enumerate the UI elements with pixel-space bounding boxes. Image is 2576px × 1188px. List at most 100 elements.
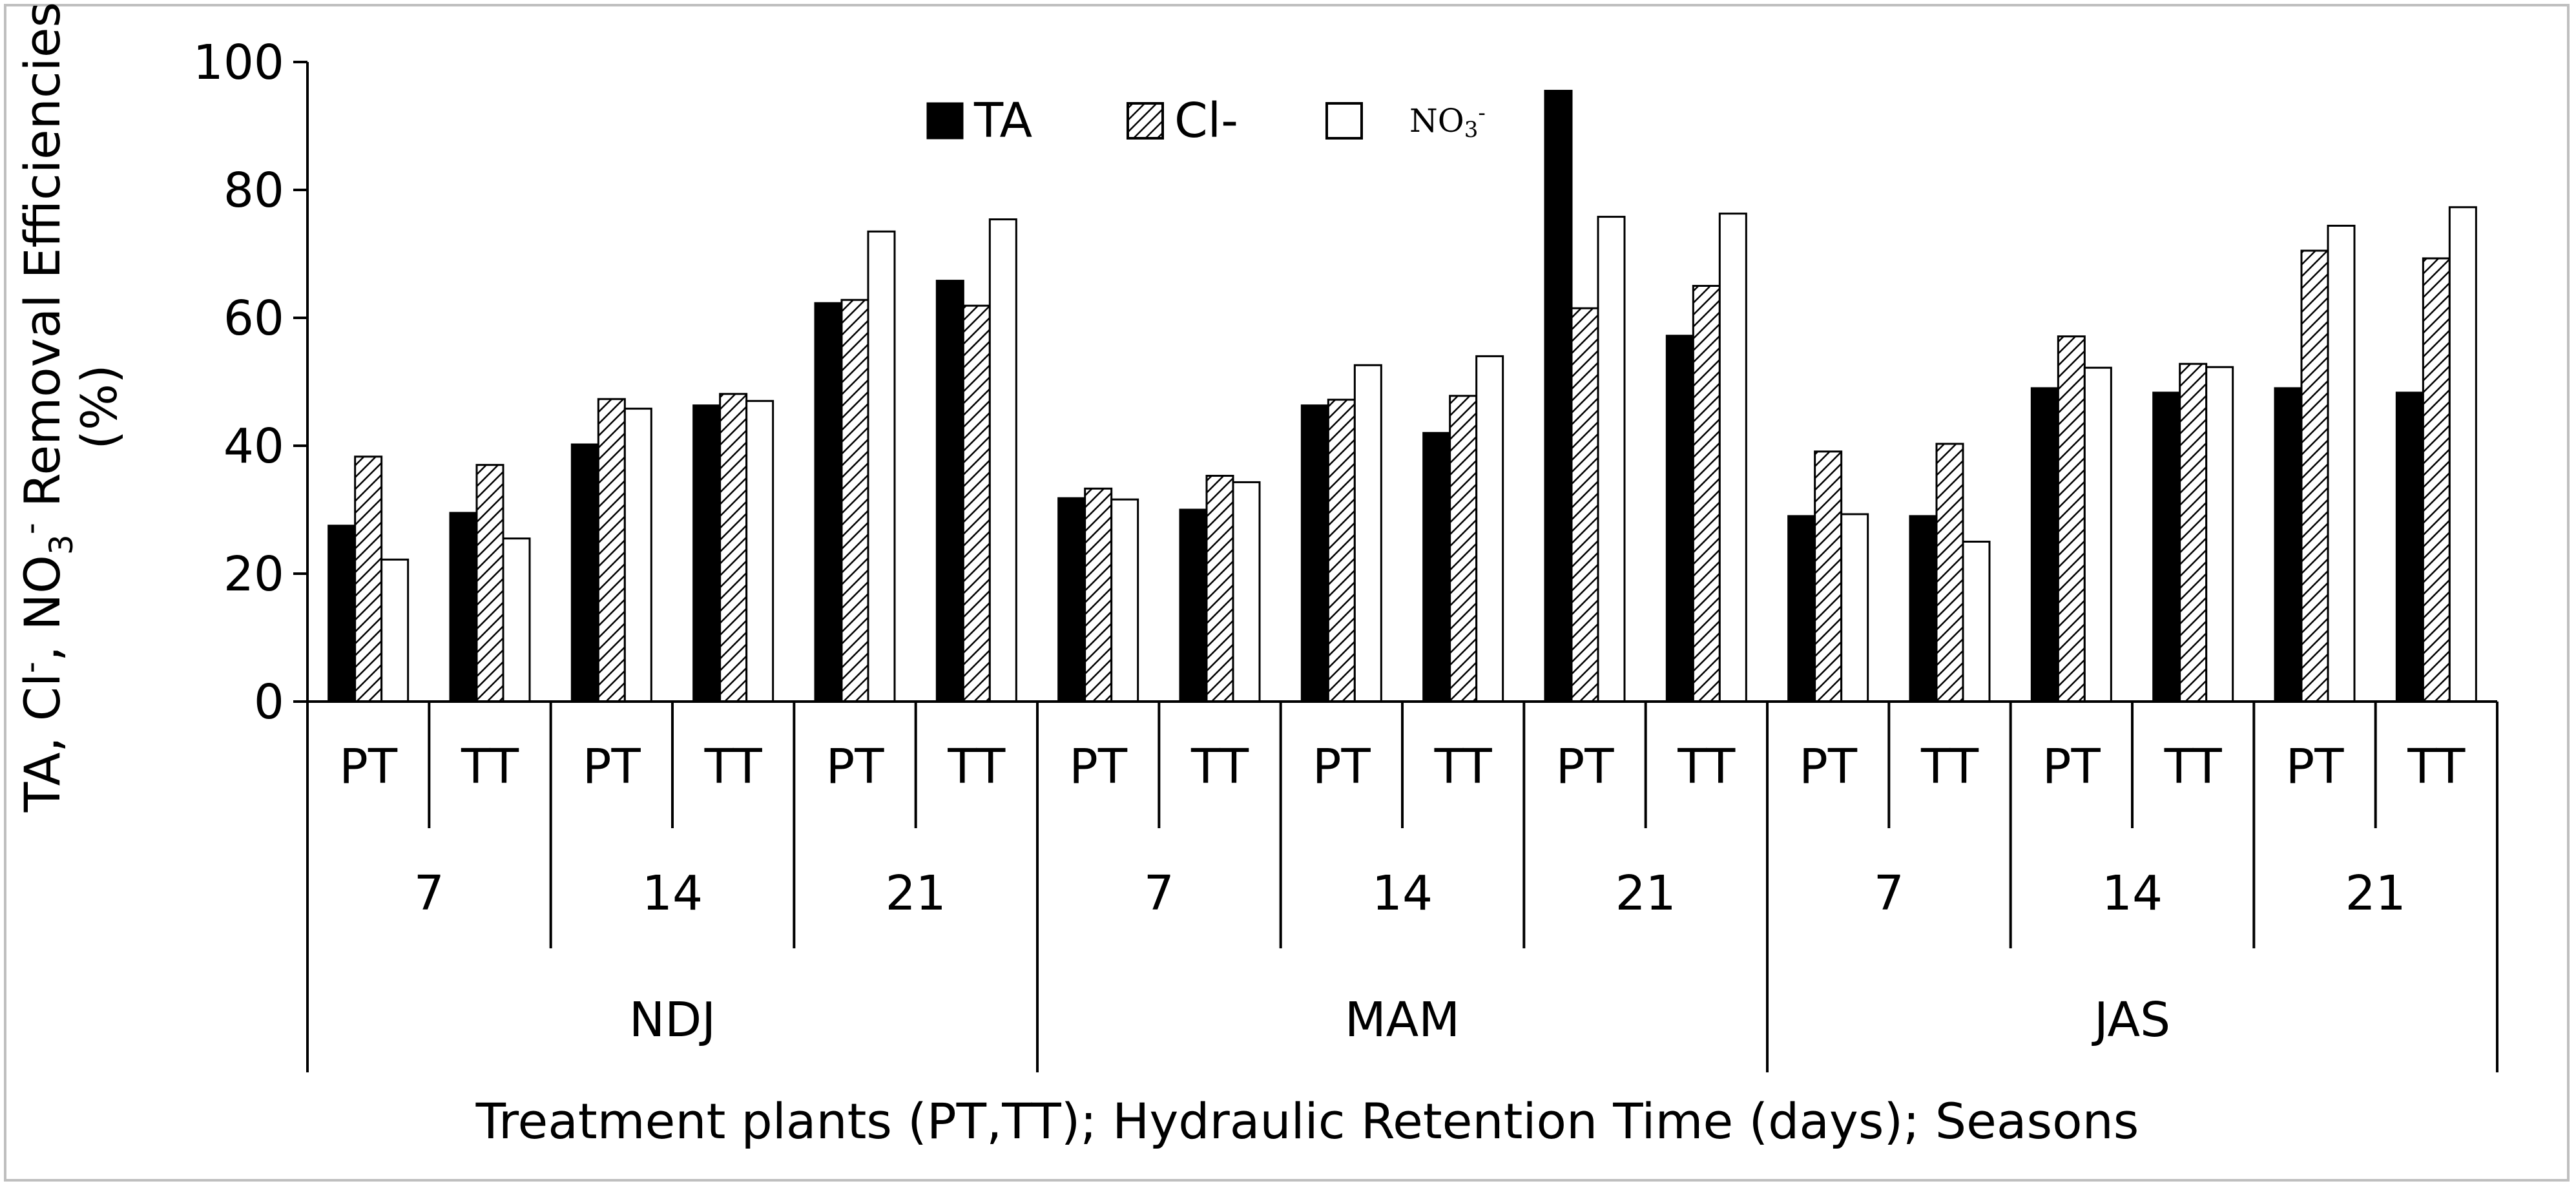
bar-cl-ndj-7-tt bbox=[475, 464, 504, 703]
bar-no3-ndj-14-pt bbox=[623, 408, 652, 703]
bar-no3-ndj-14-tt bbox=[745, 400, 774, 703]
plant-label: PT bbox=[583, 739, 641, 795]
x-axis-title: Treatment plants (PT,TT); Hydraulic Rete… bbox=[475, 1092, 2139, 1150]
bar-ta-jas-21-pt bbox=[2274, 387, 2303, 703]
season-label: NDJ bbox=[629, 992, 716, 1048]
bar-cl-ndj-14-pt bbox=[597, 398, 626, 703]
bar-no3-ndj-21-pt bbox=[867, 230, 896, 703]
hrt-label: 7 bbox=[414, 866, 444, 921]
legend-swatch-no3 bbox=[1325, 102, 1363, 140]
bar-cl-mam-14-pt bbox=[1327, 399, 1356, 703]
season-label: MAM bbox=[1345, 992, 1460, 1048]
bar-cl-mam-14-tt bbox=[1449, 395, 1478, 703]
plant-label: TT bbox=[1920, 739, 1979, 795]
hrt-label: 21 bbox=[1615, 866, 1676, 921]
bar-ta-ndj-21-pt bbox=[814, 302, 843, 703]
bar-no3-jas-21-pt bbox=[2327, 224, 2356, 703]
y-tick-label: 20 bbox=[223, 547, 284, 602]
bar-cl-jas-14-pt bbox=[2057, 335, 2086, 703]
plant-label: TT bbox=[704, 739, 763, 795]
bar-no3-ndj-7-pt bbox=[380, 558, 410, 703]
y-axis-title: TA, Cl-, NO3- Removal Efficiencies bbox=[12, 2, 80, 813]
hrt-label: 14 bbox=[1372, 866, 1433, 921]
bar-ta-jas-14-pt bbox=[2030, 387, 2059, 703]
plant-label: PT bbox=[1313, 739, 1371, 795]
y-tick-label: 40 bbox=[223, 419, 284, 474]
bar-no3-jas-14-tt bbox=[2205, 366, 2234, 703]
bar-ta-ndj-21-tt bbox=[935, 280, 964, 703]
plant-label: PT bbox=[1069, 739, 1128, 795]
bar-no3-jas-7-pt bbox=[1840, 513, 1869, 703]
bar-cl-ndj-21-pt bbox=[840, 298, 869, 703]
bar-ta-jas-14-tt bbox=[2152, 391, 2181, 703]
plant-label: PT bbox=[339, 739, 398, 795]
hrt-label: 7 bbox=[1144, 866, 1174, 921]
hrt-label: 7 bbox=[1874, 866, 1904, 921]
legend-label-cl: Cl- bbox=[1174, 93, 1238, 149]
bar-cl-jas-7-pt bbox=[1814, 450, 1843, 703]
y-tick-label: 80 bbox=[223, 163, 284, 218]
legend-swatch-cl bbox=[1127, 102, 1164, 140]
legend-swatch-ta bbox=[926, 102, 964, 140]
bar-cl-mam-7-tt bbox=[1205, 475, 1234, 703]
hrt-label: 21 bbox=[886, 866, 946, 921]
plant-label: TT bbox=[947, 739, 1006, 795]
bar-no3-mam-7-pt bbox=[1110, 498, 1139, 703]
y-tick-labels: 0 20 40 60 80 100 bbox=[193, 35, 307, 730]
season-label: JAS bbox=[2092, 992, 2170, 1048]
bar-no3-ndj-7-tt bbox=[502, 537, 531, 703]
bar-no3-ndj-21-tt bbox=[988, 218, 1017, 703]
bar-ta-jas-21-tt bbox=[2395, 391, 2424, 703]
bar-ta-ndj-14-tt bbox=[692, 404, 722, 703]
bar-no3-mam-21-pt bbox=[1597, 216, 1626, 703]
plant-label: TT bbox=[1190, 739, 1249, 795]
plant-label: PT bbox=[2286, 739, 2345, 795]
bar-no3-mam-21-tt bbox=[1718, 213, 1747, 703]
bar-ta-jas-7-tt bbox=[1909, 515, 1938, 703]
legend-label-no3: NO3- bbox=[1409, 100, 1486, 143]
bar-no3-jas-7-tt bbox=[1962, 541, 1991, 703]
bar-cl-jas-21-pt bbox=[2300, 249, 2329, 703]
bar-ta-mam-21-pt bbox=[1544, 90, 1573, 703]
bar-cl-mam-21-tt bbox=[1692, 285, 1721, 703]
plant-label: TT bbox=[461, 739, 519, 795]
legend: TA Cl- NO3- bbox=[926, 93, 1486, 149]
bar-ta-ndj-7-tt bbox=[449, 512, 478, 703]
bar-cl-jas-7-tt bbox=[1935, 443, 1964, 703]
plant-label: TT bbox=[1677, 739, 1736, 795]
svg-text:TA, Cl-, NO3- Removal Efficien: TA, Cl-, NO3- Removal Efficiencies bbox=[12, 2, 80, 813]
bar-ta-mam-7-pt bbox=[1057, 497, 1086, 703]
bar-ta-mam-21-tt bbox=[1665, 335, 1694, 703]
plant-label: TT bbox=[2407, 739, 2466, 795]
y-tick-label: 100 bbox=[193, 35, 284, 90]
bar-ta-ndj-14-pt bbox=[570, 443, 599, 703]
y-axis-title-line2: (%) bbox=[70, 364, 128, 450]
bar-no3-mam-7-tt bbox=[1232, 481, 1261, 703]
plant-label: PT bbox=[1799, 739, 1858, 795]
bar-no3-mam-14-pt bbox=[1353, 364, 1382, 703]
plant-label: TT bbox=[1434, 739, 1493, 795]
bar-no3-mam-14-tt bbox=[1475, 355, 1504, 703]
y-tick-label: 60 bbox=[223, 291, 284, 346]
plant-label: PT bbox=[2042, 739, 2101, 795]
y-tick-label: 0 bbox=[254, 674, 284, 730]
bar-ta-ndj-7-pt bbox=[327, 525, 357, 703]
bar-cl-ndj-21-tt bbox=[962, 304, 991, 703]
x-category-labels: PT TT PT TT PT TT PT TT PT TT PT TT PT TT PT TT PT TT 7 14 2… bbox=[306, 702, 2498, 1072]
bar-cl-jas-14-tt bbox=[2179, 362, 2208, 703]
plant-label: TT bbox=[2164, 739, 2223, 795]
hrt-label: 21 bbox=[2345, 866, 2406, 921]
bar-cl-ndj-14-tt bbox=[719, 393, 748, 703]
bar-no3-jas-14-pt bbox=[2083, 366, 2112, 703]
bar-ta-jas-7-pt bbox=[1787, 515, 1816, 703]
plant-label: PT bbox=[1556, 739, 1615, 795]
bar-cl-jas-21-tt bbox=[2422, 257, 2451, 703]
bar-ta-mam-7-tt bbox=[1179, 508, 1208, 703]
bar-ta-mam-14-pt bbox=[1300, 404, 1329, 703]
plant-label: PT bbox=[826, 739, 885, 795]
hrt-label: 14 bbox=[2102, 866, 2163, 921]
bar-no3-jas-21-tt bbox=[2448, 206, 2477, 703]
bar-ta-mam-14-tt bbox=[1422, 432, 1451, 703]
legend-label-ta: TA bbox=[973, 93, 1032, 149]
